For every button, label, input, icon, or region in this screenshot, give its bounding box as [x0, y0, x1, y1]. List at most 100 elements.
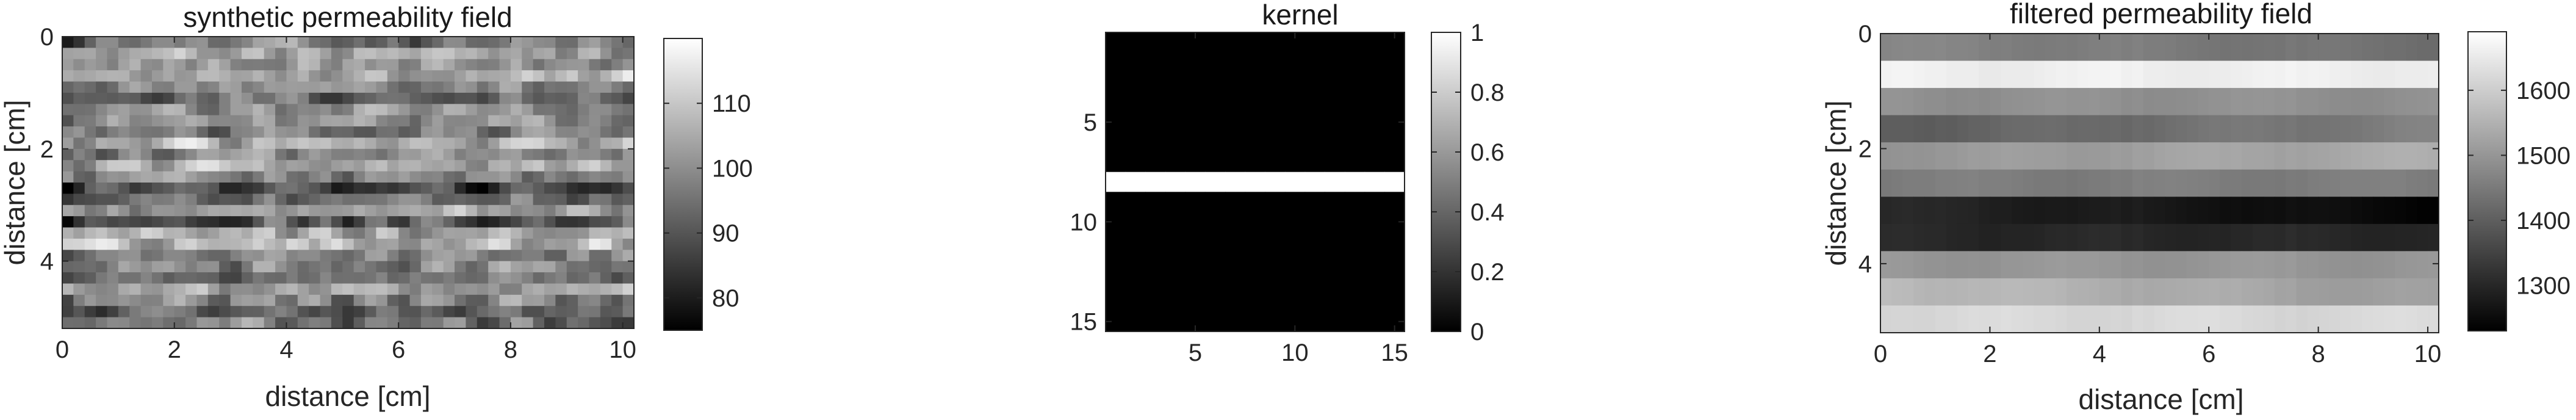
heatmap-cell — [2023, 223, 2034, 252]
heatmap-cell — [140, 250, 153, 262]
heatmap-cell — [264, 183, 276, 194]
heatmap-cell — [443, 216, 455, 228]
heatmap-cell — [1285, 272, 1306, 292]
heatmap-cell — [409, 70, 422, 82]
heatmap-cell — [1205, 252, 1226, 272]
heatmap-cell — [499, 261, 511, 273]
heatmap-cell — [297, 283, 309, 295]
heatmap-cell — [320, 261, 332, 273]
heatmap-cell — [151, 171, 164, 183]
heatmap-cell — [2056, 34, 2067, 62]
heatmap-cell — [2045, 169, 2056, 197]
heatmap-cell — [533, 317, 545, 329]
heatmap-cell — [398, 126, 411, 139]
heatmap-cell — [253, 205, 265, 217]
colorbar-tick-label: 0.8 — [1470, 79, 1505, 106]
heatmap-cell — [2329, 305, 2341, 333]
heatmap-cell — [1304, 231, 1325, 252]
heatmap-cell — [544, 70, 556, 82]
heatmap-cell — [84, 115, 96, 127]
heatmap-cell — [2056, 169, 2067, 197]
heatmap-cell — [207, 283, 220, 295]
heatmap-cell — [1891, 251, 1903, 279]
heatmap-cell — [455, 171, 467, 183]
heatmap-cell — [1265, 72, 1286, 93]
heatmap-cell — [84, 294, 96, 306]
heatmap-cell — [2023, 60, 2034, 89]
heatmap-cell — [275, 183, 287, 194]
y-axis-label: distance [cm] — [0, 100, 31, 266]
heatmap-cell — [589, 216, 601, 228]
heatmap-cell — [1902, 115, 1914, 143]
heatmap-cell — [62, 37, 74, 48]
heatmap-cell — [286, 317, 298, 329]
heatmap-cell — [1891, 88, 1903, 116]
heatmap-cell — [477, 227, 489, 239]
heatmap-cell — [1935, 223, 1947, 252]
heatmap-cell — [196, 92, 209, 104]
heatmap-cell — [2165, 34, 2177, 62]
heatmap-cell — [96, 227, 108, 239]
heatmap-cell — [488, 205, 500, 217]
heatmap-cell — [510, 272, 522, 284]
heatmap-cell — [443, 137, 455, 150]
heatmap-cell — [96, 317, 108, 329]
heatmap-cell — [1913, 169, 1925, 197]
colorbar — [1431, 32, 1461, 332]
heatmap-cell — [264, 59, 276, 71]
heatmap-cell — [2384, 60, 2395, 89]
heatmap-cell — [185, 148, 198, 161]
heatmap-cell — [1325, 291, 1345, 312]
heatmap-cell — [432, 261, 444, 273]
heatmap-cell — [2296, 278, 2308, 306]
heatmap-cell — [185, 137, 198, 150]
heatmap-cell — [185, 48, 198, 60]
heatmap-cell — [1957, 223, 1969, 252]
heatmap-cell — [566, 205, 578, 217]
heatmap-cell — [398, 283, 411, 295]
heatmap-cell — [522, 272, 534, 284]
heatmap-cell — [230, 92, 242, 104]
heatmap-cell — [2209, 278, 2220, 306]
heatmap-cell — [2088, 60, 2100, 89]
heatmap-cell — [2263, 60, 2275, 89]
heatmap-cell — [622, 306, 635, 318]
x-tick-label: 10 — [2414, 341, 2442, 368]
heatmap-cell — [207, 183, 220, 194]
heatmap-cell — [555, 205, 567, 217]
heatmap-cell — [365, 115, 377, 127]
heatmap-cell — [129, 148, 142, 161]
heatmap-cell — [499, 216, 511, 228]
heatmap-cell — [174, 216, 186, 228]
heatmap-cell — [163, 115, 175, 127]
heatmap-cell — [2318, 169, 2330, 197]
heatmap-cell — [241, 227, 253, 239]
heatmap-cell — [611, 104, 624, 116]
heatmap-cell — [2285, 142, 2297, 170]
heatmap-cell — [286, 104, 298, 116]
heatmap-cell — [600, 216, 612, 228]
heatmap-cell — [62, 306, 74, 318]
heatmap-cell — [522, 250, 534, 262]
heatmap-cell — [544, 126, 556, 139]
heatmap-cell — [2176, 223, 2187, 252]
heatmap-cell — [185, 250, 198, 262]
heatmap-cell — [398, 261, 411, 273]
heatmap-cell — [207, 81, 220, 93]
heatmap-cell — [488, 59, 500, 71]
heatmap-cell — [600, 70, 612, 82]
heatmap-cell — [600, 104, 612, 116]
heatmap-cell — [2012, 142, 2023, 170]
heatmap-cell — [196, 317, 209, 329]
heatmap-cell — [2165, 142, 2177, 170]
heatmap-cell — [600, 148, 612, 161]
heatmap-cell — [455, 92, 467, 104]
heatmap-cell — [2154, 169, 2166, 197]
heatmap-cell — [342, 183, 354, 194]
heatmap-cell — [544, 115, 556, 127]
heatmap-cell — [622, 183, 635, 194]
heatmap-cell — [1924, 305, 1936, 333]
heatmap-cell — [2121, 278, 2133, 306]
heatmap-cell — [522, 48, 534, 60]
